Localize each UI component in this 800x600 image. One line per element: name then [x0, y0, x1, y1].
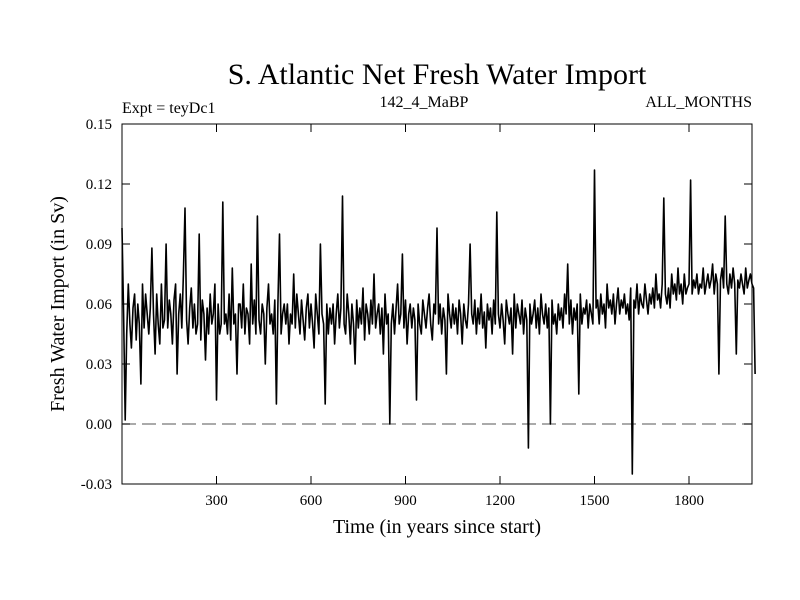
y-tick-label: 0.06	[86, 297, 113, 313]
x-tick-label: 900	[394, 493, 417, 509]
fresh-water-import-series-line	[121, 169, 756, 475]
y-tick-label: 0.03	[86, 357, 112, 373]
y-tick-label: 0.00	[86, 417, 112, 433]
x-tick-label: 1200	[485, 493, 515, 509]
x-tick-label: 300	[205, 493, 228, 509]
y-tick-label: 0.09	[86, 237, 112, 253]
y-axis-label: Fresh Water Import (in Sv)	[47, 196, 69, 412]
x-tick-label: 1500	[580, 493, 610, 509]
x-axis-label: Time (in years since start)	[333, 516, 541, 538]
y-axis-ticks: -0.03 0.00 0.03 0.06 0.09 0.12 0.15	[81, 117, 752, 493]
chart-title: S. Atlantic Net Fresh Water Import	[228, 58, 647, 91]
x-axis-ticks: 300 600 900 1200 1500 1800	[205, 124, 704, 509]
y-tick-label: -0.03	[81, 477, 112, 493]
y-tick-label: 0.12	[86, 177, 112, 193]
plot-area-frame	[121, 123, 753, 485]
experiment-label: Expt = teyDc1	[122, 100, 215, 117]
months-label: ALL_MONTHS	[645, 94, 752, 111]
y-tick-label: 0.15	[86, 117, 112, 133]
period-label: 142_4_MaBP	[380, 94, 469, 111]
x-tick-label: 600	[300, 493, 323, 509]
x-tick-label: 1800	[674, 493, 704, 509]
